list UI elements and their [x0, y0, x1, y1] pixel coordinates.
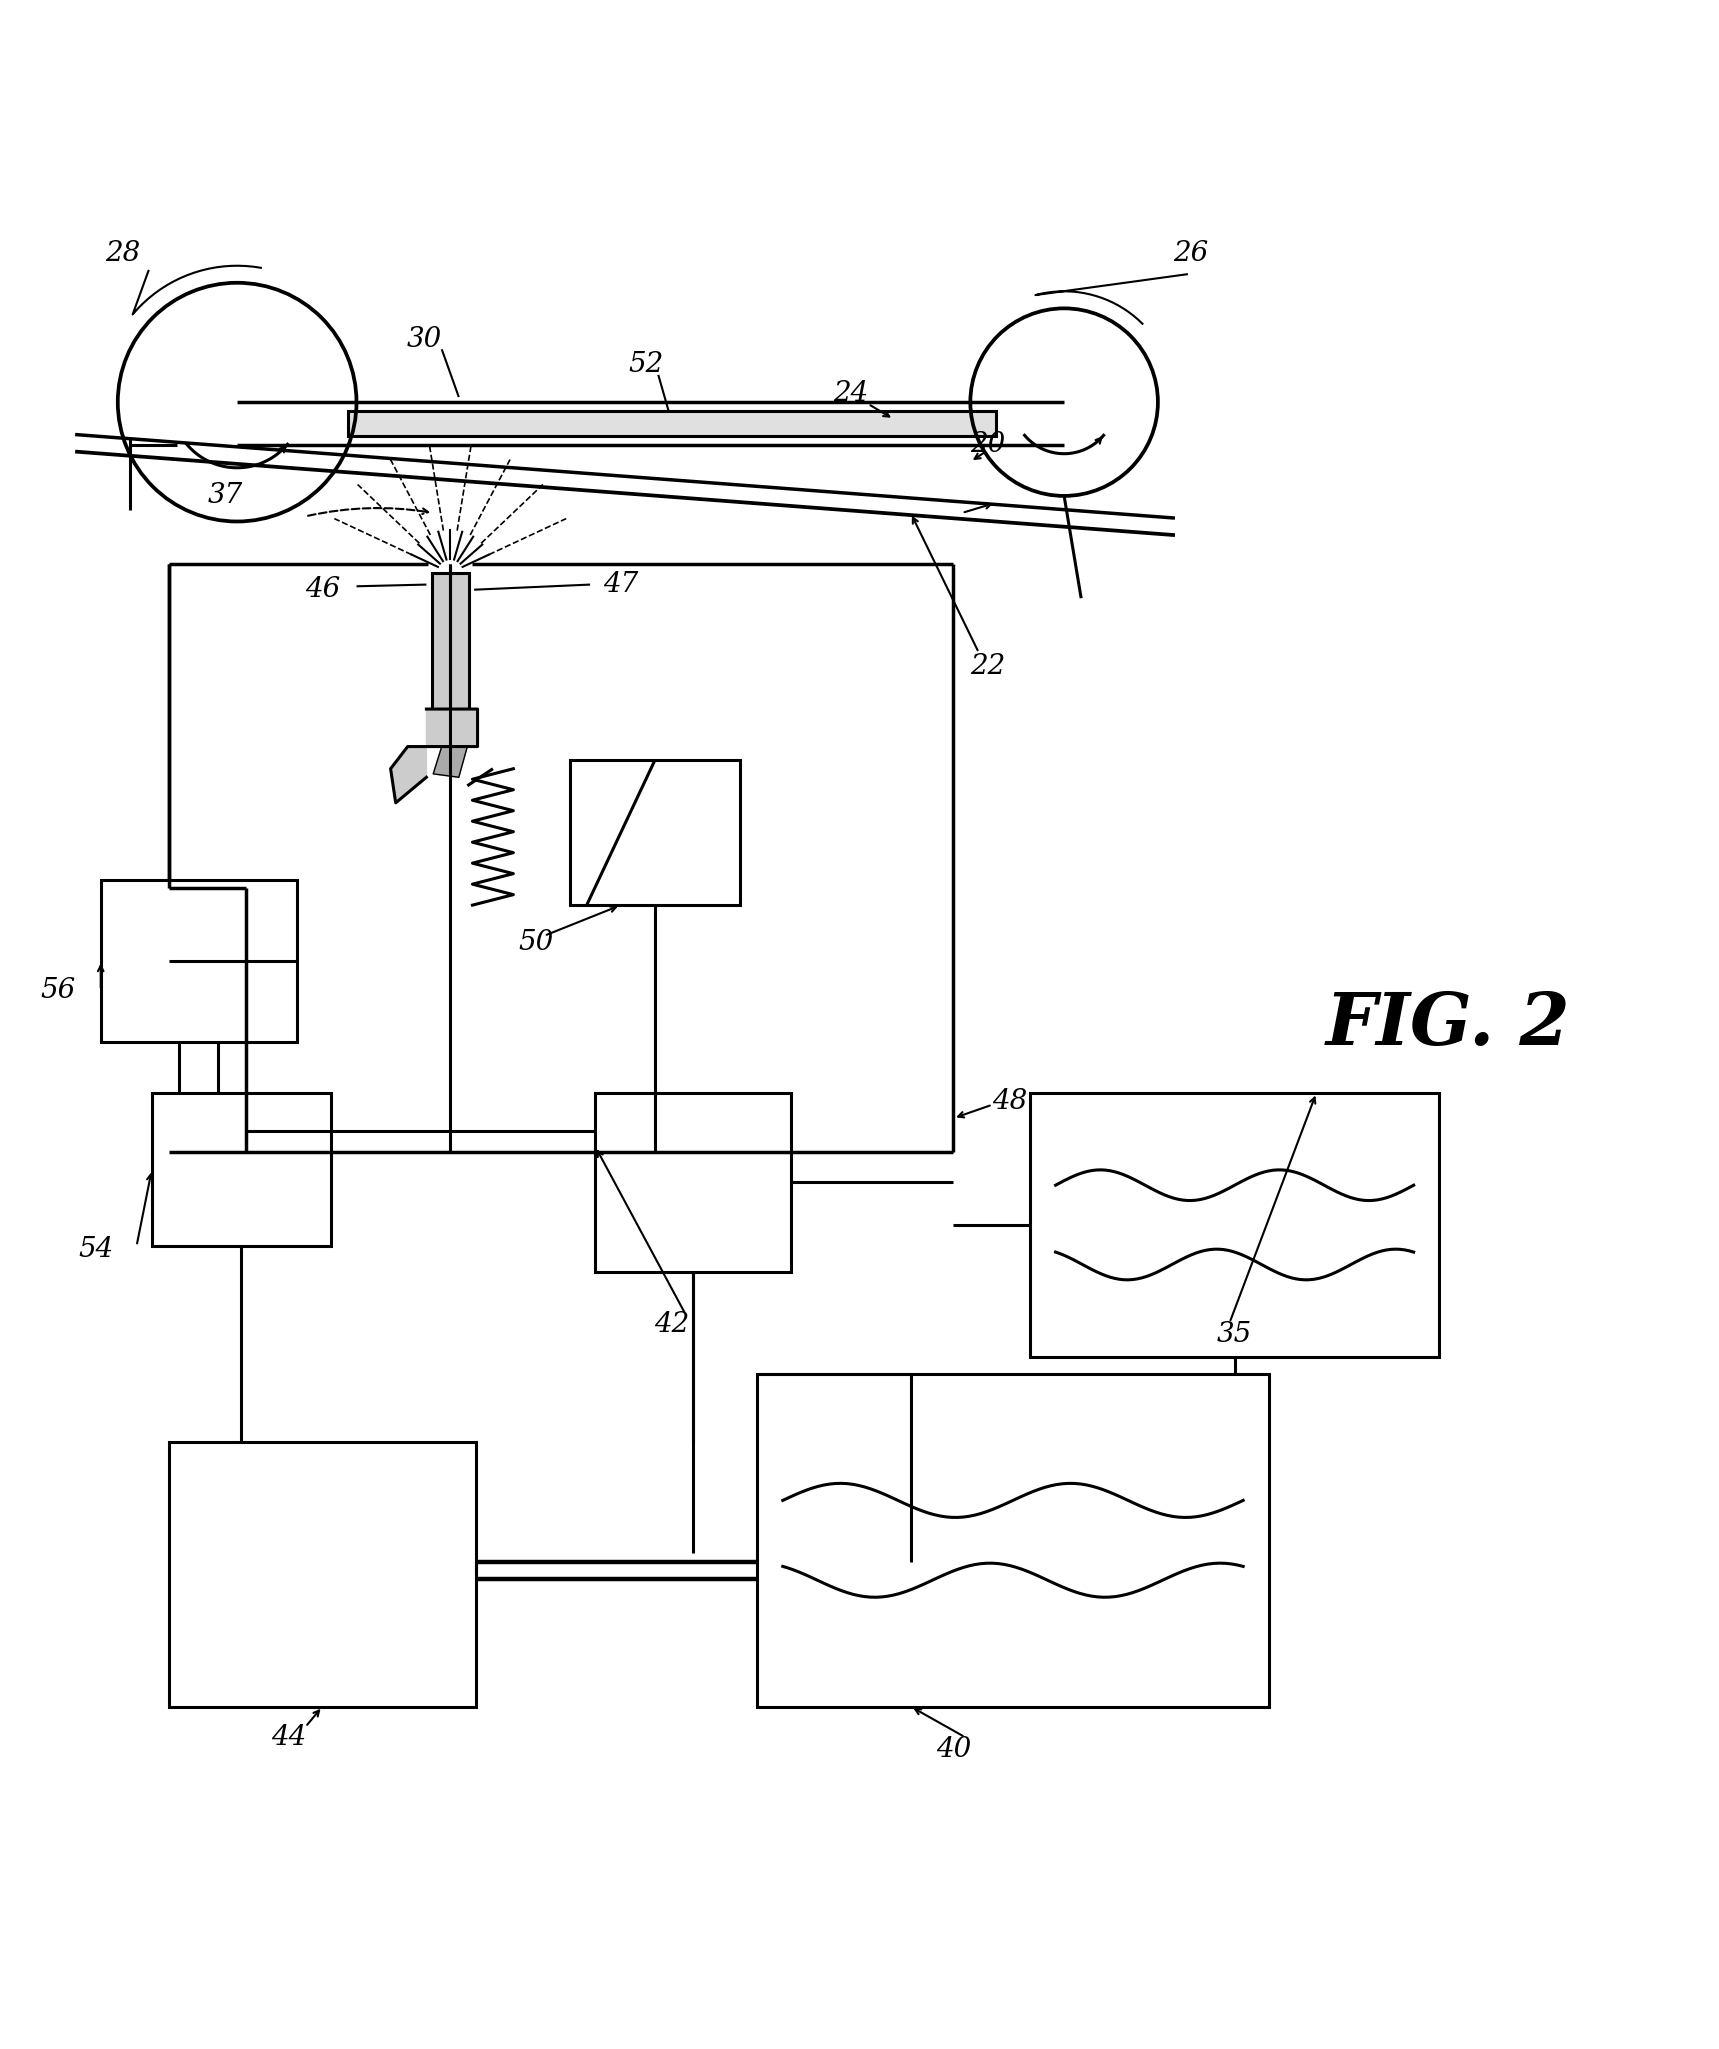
Text: 37: 37: [208, 482, 242, 510]
Text: 44: 44: [270, 1723, 306, 1750]
Text: 20: 20: [970, 430, 1006, 459]
Bar: [569, 760, 741, 906]
Text: 30: 30: [407, 326, 442, 352]
Text: 54: 54: [77, 1236, 113, 1262]
Text: 48: 48: [992, 1088, 1028, 1115]
Text: 46: 46: [304, 576, 340, 602]
Text: 22: 22: [970, 654, 1006, 680]
Text: 47: 47: [603, 572, 638, 598]
Bar: [756, 1375, 1269, 1707]
Text: FIG. 2: FIG. 2: [1325, 990, 1569, 1059]
Text: 24: 24: [834, 381, 868, 408]
Text: 50: 50: [517, 928, 554, 957]
Text: 26: 26: [1172, 240, 1208, 266]
Text: 35: 35: [1217, 1322, 1251, 1348]
Text: 56: 56: [41, 977, 76, 1004]
Bar: [595, 1092, 791, 1272]
Bar: [101, 879, 297, 1041]
Bar: [347, 410, 995, 436]
Polygon shape: [433, 746, 468, 777]
Text: 28: 28: [105, 240, 141, 266]
Bar: [168, 1442, 476, 1707]
Text: 52: 52: [629, 350, 664, 379]
Polygon shape: [390, 709, 478, 803]
Text: 40: 40: [935, 1736, 971, 1762]
Bar: [151, 1092, 332, 1246]
Bar: [1030, 1092, 1439, 1356]
Text: 42: 42: [655, 1311, 689, 1338]
Bar: [431, 572, 469, 709]
